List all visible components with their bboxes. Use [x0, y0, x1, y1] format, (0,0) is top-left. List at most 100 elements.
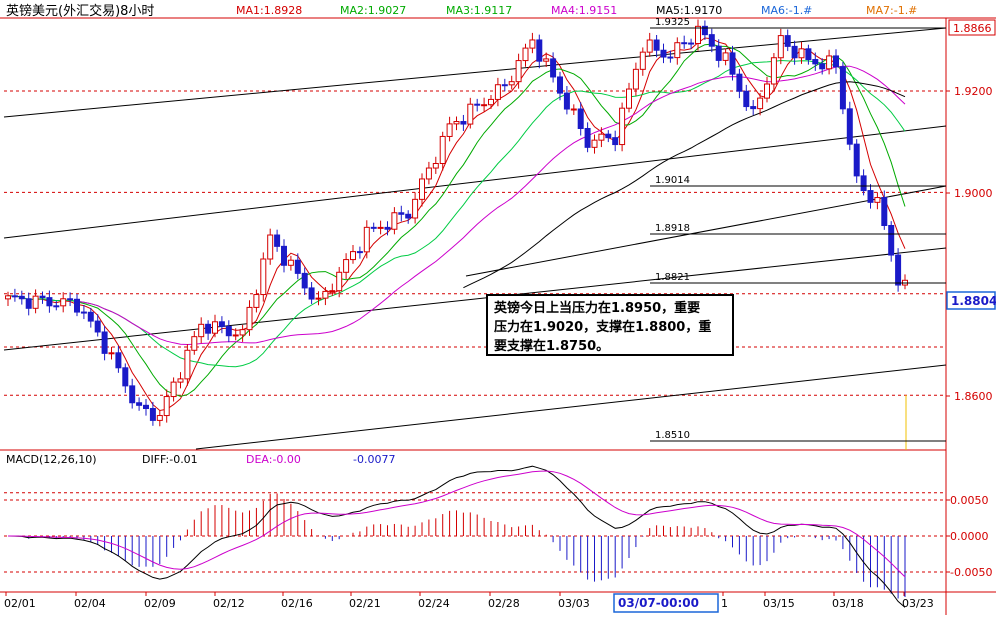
- candle-body: [833, 55, 839, 68]
- candle-body: [798, 48, 805, 59]
- candle-body: [488, 98, 494, 106]
- candle-body: [301, 272, 308, 289]
- candle-body: [39, 295, 46, 299]
- macd-axis: 0.0050 0.0000 -0.0050: [946, 494, 992, 579]
- x-tick-label: 02/01: [4, 597, 36, 610]
- candle-body: [577, 108, 584, 129]
- ma-line: [7, 37, 906, 412]
- candle-body: [425, 167, 432, 180]
- top-price-box: [948, 19, 996, 36]
- macd-tick-label: -0.0050: [950, 566, 992, 579]
- candle-body: [522, 47, 529, 62]
- level-label: 1.8821: [655, 272, 690, 283]
- candle-body: [839, 66, 846, 110]
- candle-body: [74, 298, 80, 313]
- level-label: 1.8918: [655, 223, 690, 234]
- candle-body: [205, 323, 212, 334]
- candle-body: [108, 352, 115, 355]
- candle-body: [453, 121, 460, 125]
- current-price-box: [946, 291, 996, 310]
- candle-body: [805, 48, 812, 61]
- candle-body: [281, 245, 287, 266]
- candle-body: [536, 39, 543, 62]
- ma-legend-item: MA1:1.8928: [236, 4, 302, 17]
- candle-body: [287, 259, 294, 266]
- macd-dea-label: DEA:-0.00: [246, 453, 301, 466]
- candle-body: [550, 58, 557, 78]
- trendline: [195, 364, 947, 450]
- x-tick-label: 03/23: [902, 597, 934, 610]
- candle-body: [184, 349, 191, 380]
- candle-body: [143, 404, 149, 410]
- candle-body: [784, 35, 791, 47]
- candle-body: [322, 290, 329, 299]
- candle-body: [681, 42, 688, 45]
- candle-body: [260, 258, 267, 296]
- candle-body: [467, 103, 474, 125]
- x-tick-label: 02/16: [281, 597, 313, 610]
- candle-body: [515, 60, 522, 83]
- ma-legend-item: MA6:-1.#: [761, 4, 812, 17]
- candle-body: [570, 108, 577, 111]
- candle-body: [846, 108, 853, 145]
- candle-body: [667, 56, 674, 59]
- cursor-date-label: 03/07-00:00: [618, 596, 699, 610]
- candle-body: [115, 352, 122, 369]
- candle-body: [557, 76, 563, 94]
- candle-body: [770, 57, 777, 85]
- candle-body: [791, 45, 798, 59]
- candle-body: [494, 84, 501, 100]
- candle-body: [398, 212, 405, 215]
- candle-body: [750, 106, 757, 110]
- macd-diff-label: DIFF:-0.01: [142, 453, 198, 466]
- candle-body: [198, 323, 205, 338]
- candle-body: [605, 133, 612, 139]
- candle-body: [764, 83, 770, 99]
- candle-body: [232, 334, 239, 337]
- candle-body: [191, 336, 198, 351]
- ma-legend: MA1:1.8928 MA2:1.9027 MA3:1.9117 MA4:1.9151…: [236, 4, 917, 17]
- moving-average-lines: [7, 37, 906, 412]
- candle-body: [501, 84, 508, 87]
- candle-body: [584, 127, 591, 148]
- candle-body: [363, 226, 370, 253]
- candle-body: [350, 251, 356, 261]
- candle-body: [25, 298, 32, 309]
- candle-body: [370, 226, 377, 229]
- candle-body: [170, 381, 177, 398]
- dea-line: [8, 470, 906, 578]
- candle-body: [274, 234, 281, 247]
- candle-body: [888, 224, 895, 256]
- candle-body: [122, 367, 129, 387]
- candle-body: [101, 331, 108, 354]
- candle-body: [881, 197, 888, 226]
- grid: [0, 17, 996, 615]
- candle-body: [11, 295, 18, 298]
- candle-body: [529, 39, 536, 49]
- candlestick-series: [5, 19, 908, 427]
- title-row: 英镑美元(外汇交易)8小时: [6, 3, 154, 19]
- x-tick-label: 02/28: [488, 597, 520, 610]
- level-label: 1.9014: [655, 175, 690, 186]
- x-tick-label: 1: [721, 597, 728, 610]
- candle-body: [757, 97, 764, 110]
- macd-value-label: -0.0077: [353, 453, 395, 466]
- diff-line: [7, 465, 906, 608]
- candle-body: [674, 42, 681, 59]
- candle-body: [688, 42, 695, 45]
- annotation-line-2: 压力在1.9020，支撑在1.8800，重: [494, 320, 712, 335]
- cursor-date-box: [613, 593, 719, 613]
- candle-body: [225, 325, 232, 337]
- level-label: 1.9325: [655, 17, 690, 28]
- macd-lines: [7, 465, 906, 608]
- candle-body: [308, 287, 315, 300]
- candle-body: [591, 139, 598, 148]
- candle-body: [563, 92, 570, 110]
- macd-header: MACD(12,26,10) DIFF:-0.01 DEA:-0.00 -0.0…: [6, 453, 395, 466]
- candle-body: [356, 251, 363, 254]
- x-tick-label: 02/12: [213, 597, 245, 610]
- candle-body: [94, 320, 101, 333]
- candle-body: [405, 213, 412, 219]
- x-tick-label: 02/04: [74, 597, 106, 610]
